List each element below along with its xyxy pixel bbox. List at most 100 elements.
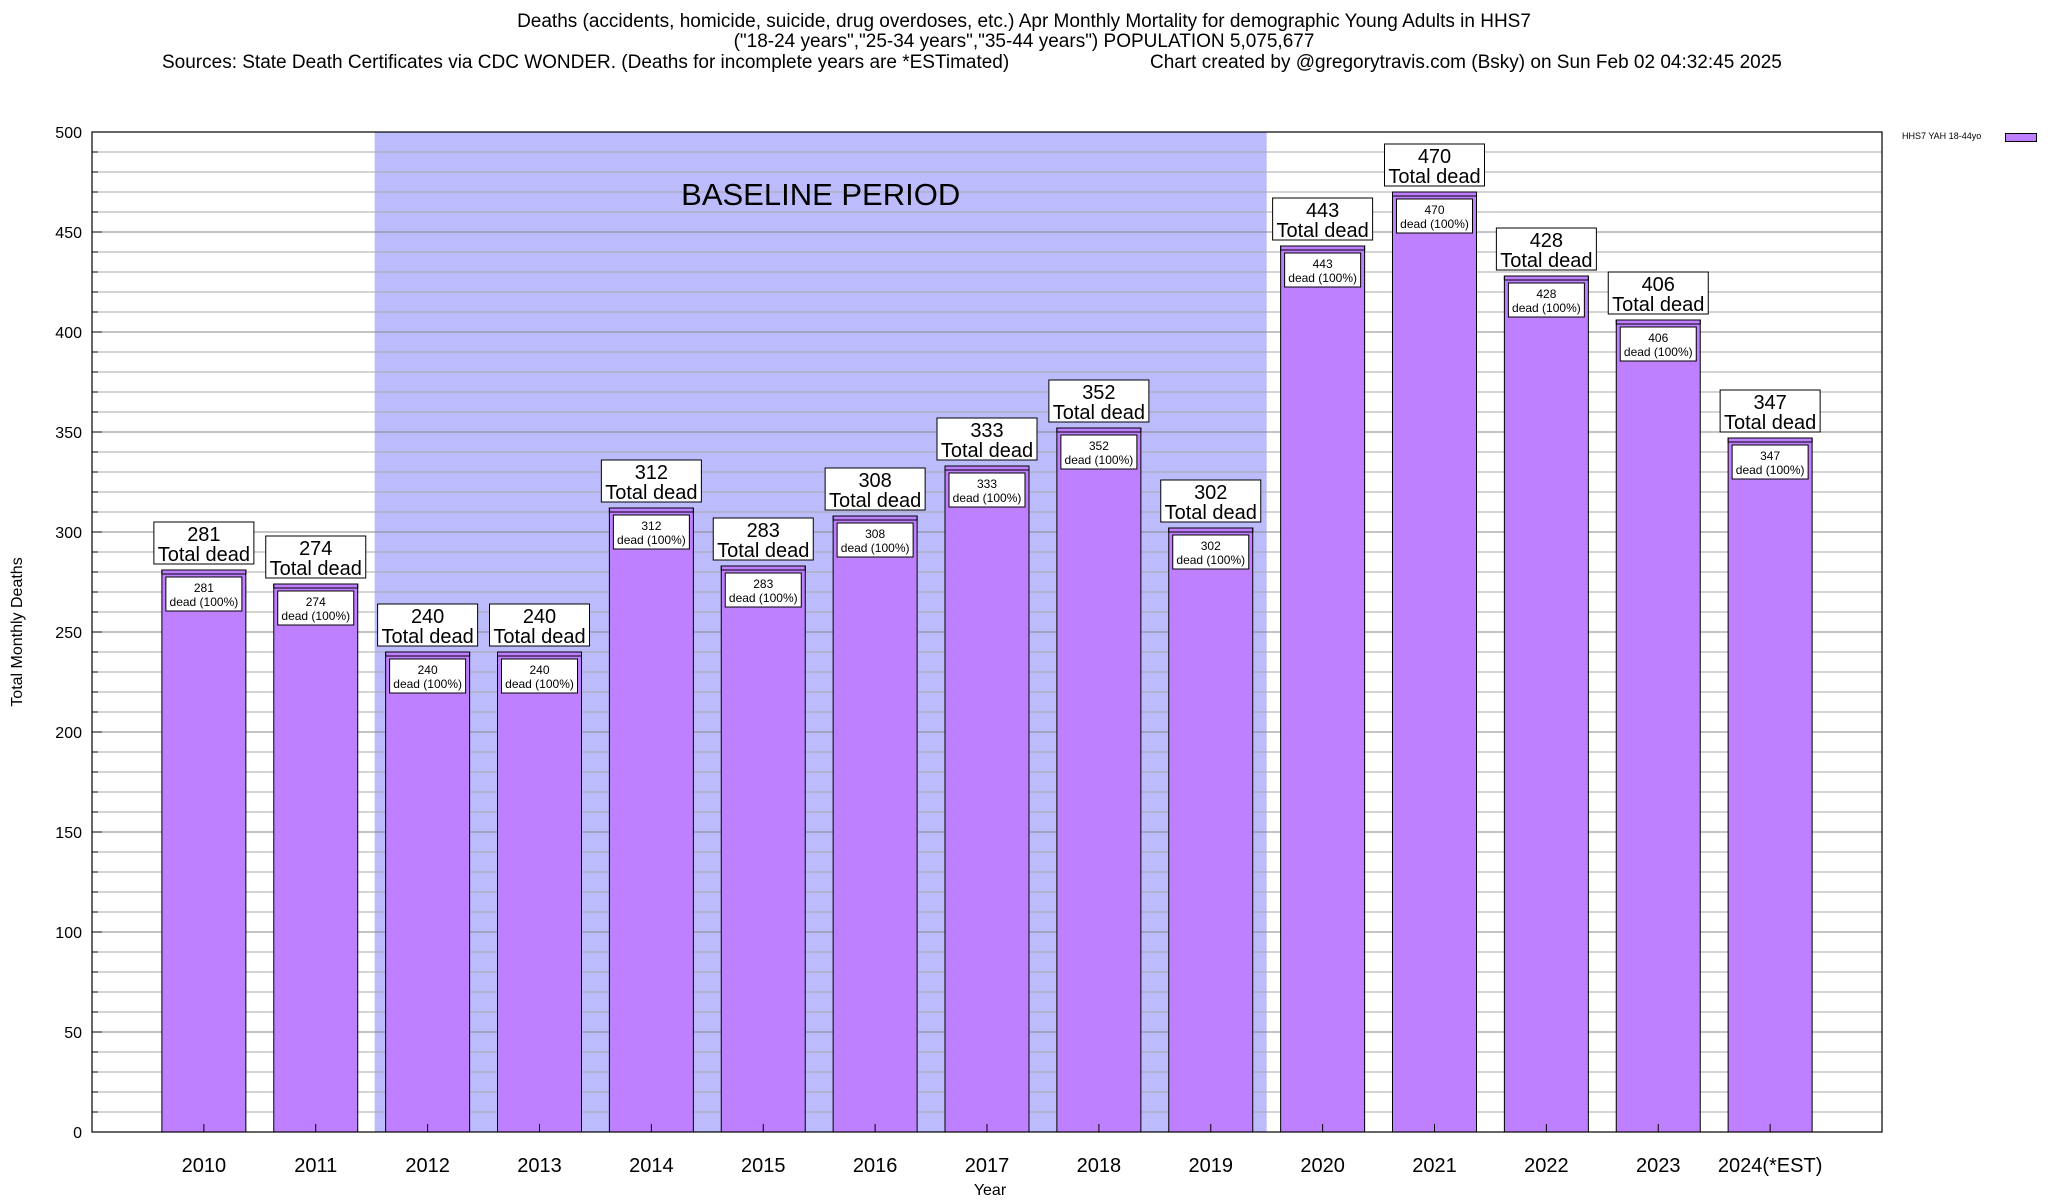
total-value-label: 308: [858, 470, 891, 492]
total-value-label: 302: [1194, 482, 1227, 504]
inner-value-label: 347: [1760, 449, 1780, 463]
total-suffix-label: Total dead: [158, 544, 250, 566]
total-value-label: 428: [1530, 230, 1563, 252]
total-suffix-label: Total dead: [1276, 220, 1368, 242]
y-tick-label: 150: [55, 825, 82, 842]
y-tick-label: 500: [55, 125, 82, 142]
bar-cap: [608, 507, 694, 513]
total-value-label: 352: [1082, 382, 1115, 404]
total-suffix-label: Total dead: [605, 482, 697, 504]
y-tick-label: 50: [64, 1025, 82, 1042]
total-suffix-label: Total dead: [1388, 166, 1480, 188]
total-value-label: 274: [299, 538, 332, 560]
x-tick-label: 2012: [405, 1155, 450, 1177]
inner-pct-label: dead (100%): [281, 609, 350, 623]
bar-2010: [161, 569, 247, 1133]
inner-value-label: 302: [1201, 539, 1221, 553]
total-label-box: [600, 459, 702, 503]
inner-pct-label: dead (100%): [170, 595, 239, 609]
x-tick-label: 2021: [1412, 1155, 1457, 1177]
bar-2022: [1503, 275, 1589, 1133]
chart-source: Sources: State Death Certificates via CD…: [162, 52, 1010, 73]
total-suffix-label: Total dead: [493, 626, 585, 648]
total-value-label: 240: [523, 606, 556, 628]
total-value-label: 470: [1418, 146, 1451, 168]
y-tick-label: 300: [55, 525, 82, 542]
inner-pct-label: dead (100%): [1512, 301, 1581, 315]
inner-pct-label: dead (100%): [393, 677, 462, 691]
x-tick-label: 2011: [294, 1155, 337, 1177]
inner-label-box: [389, 658, 467, 694]
total-label-box: [1272, 197, 1374, 241]
bar-cap: [1392, 191, 1477, 197]
total-suffix-label: Total dead: [717, 540, 809, 562]
inner-pct-label: dead (100%): [953, 491, 1022, 505]
y-axis-title: Total Monthly Deaths: [9, 557, 26, 706]
x-tick-label: 2023: [1636, 1155, 1681, 1177]
total-suffix-label: Total dead: [1053, 402, 1145, 424]
x-tick-label: 2016: [853, 1155, 898, 1177]
inner-value-label: 274: [306, 595, 326, 609]
total-label-box: [377, 603, 479, 647]
inner-label-box: [165, 576, 243, 612]
inner-label-box: [836, 522, 914, 558]
bar-2015: [720, 565, 806, 1133]
x-tick-label: 2018: [1077, 1155, 1122, 1177]
inner-label-box: [1731, 444, 1809, 480]
bar-2023: [1615, 319, 1701, 1133]
plot-frame: [91, 131, 1883, 1133]
total-label-box: [1607, 271, 1709, 315]
bar-2020: [1280, 245, 1366, 1133]
inner-label-box: [724, 572, 802, 608]
x-tick-label: 2015: [741, 1155, 786, 1177]
chart-titles: Deaths (accidents, homicide, suicide, dr…: [0, 12, 2048, 52]
x-tick-label: 2017: [965, 1155, 1010, 1177]
y-tick-label: 350: [55, 425, 82, 442]
bar-2016: [832, 515, 918, 1133]
bar-cap: [497, 651, 582, 657]
chart-title: Deaths (accidents, homicide, suicide, dr…: [517, 11, 1531, 32]
bar-cap: [1727, 437, 1813, 443]
total-label-box: [1048, 379, 1150, 423]
inner-label-box: [1060, 434, 1138, 470]
bar-cap: [1168, 527, 1254, 533]
inner-value-label: 443: [1313, 257, 1333, 271]
total-label-box: [712, 517, 814, 561]
bar-2014: [608, 507, 694, 1133]
y-tick-label: 400: [55, 325, 82, 342]
inner-value-label: 312: [641, 519, 661, 533]
total-label-box: [153, 521, 255, 565]
total-suffix-label: Total dead: [270, 558, 362, 580]
total-value-label: 283: [747, 520, 780, 542]
total-suffix-label: Total dead: [1612, 294, 1704, 316]
inner-value-label: 308: [865, 527, 885, 541]
x-tick-label: 2013: [517, 1155, 562, 1177]
legend-swatch: [2005, 133, 2037, 142]
y-tick-label: 250: [55, 625, 82, 642]
y-tick-label: 450: [55, 225, 82, 242]
x-tick-label: 2020: [1300, 1155, 1345, 1177]
inner-pct-label: dead (100%): [617, 533, 686, 547]
total-suffix-label: Total dead: [1500, 250, 1592, 272]
y-tick-label: 0: [73, 1125, 82, 1142]
bar-2012: [385, 651, 471, 1133]
x-tick-label: 2024(*EST): [1718, 1155, 1823, 1177]
y-tick-label: 100: [55, 925, 82, 942]
total-label-box: [489, 603, 590, 647]
total-value-label: 347: [1753, 392, 1786, 414]
inner-label-box: [1284, 252, 1362, 288]
bar-2024(*EST): [1727, 437, 1813, 1133]
inner-label-box: [1396, 198, 1473, 234]
inner-pct-label: dead (100%): [1065, 453, 1134, 467]
bar-cap: [720, 565, 806, 571]
bar-2011: [273, 583, 359, 1133]
total-label-box: [824, 467, 926, 511]
bar-cap: [832, 515, 918, 521]
total-label-box: [936, 417, 1038, 461]
bar-2021: [1392, 191, 1477, 1133]
total-label-box: [1160, 479, 1262, 523]
inner-pct-label: dead (100%): [1736, 463, 1805, 477]
y-tick-label: 200: [55, 725, 82, 742]
total-value-label: 312: [635, 462, 668, 484]
